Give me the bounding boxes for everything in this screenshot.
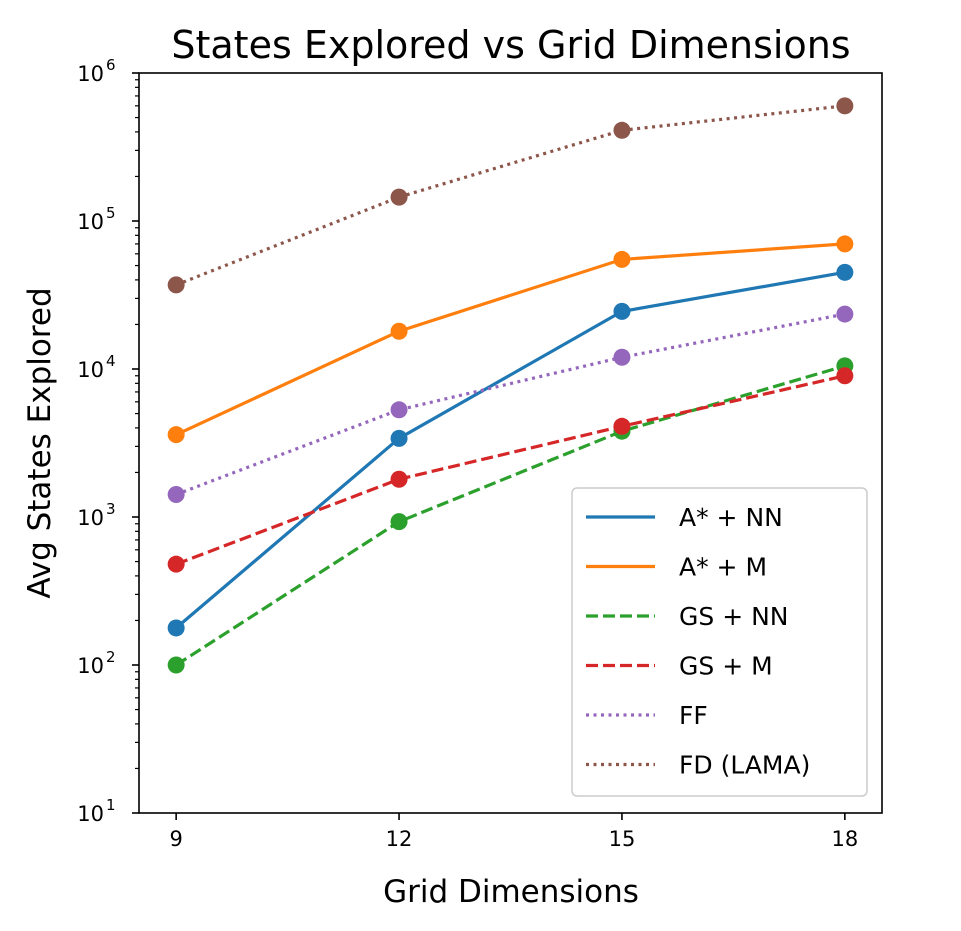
y-axis-label: Avg States Explored — [22, 287, 58, 598]
series-line — [175, 270, 846, 630]
y-tick-exponent: 2 — [106, 648, 116, 666]
data-point — [836, 235, 854, 253]
data-point — [613, 121, 631, 139]
series-a-nn — [167, 263, 854, 637]
data-point — [167, 555, 185, 573]
data-point — [167, 619, 185, 637]
series-layer — [167, 97, 854, 674]
series-ff — [167, 305, 854, 503]
data-point — [836, 263, 854, 281]
y-tick-exponent: 3 — [106, 500, 116, 518]
legend-label: GS + M — [679, 652, 773, 681]
legend-label: FD (LAMA) — [679, 751, 810, 780]
x-tick-label: 18 — [831, 827, 858, 851]
legend: A* + NN A* + M GS + NN GS + M FF FD (LAMA) — [571, 487, 868, 797]
y-tick-exponent: 6 — [106, 56, 116, 74]
series-line — [175, 364, 846, 667]
legend-label: GS + NN — [679, 602, 789, 631]
x-axis-label: Grid Dimensions — [383, 874, 639, 910]
legend-label: A* + NN — [679, 503, 783, 532]
y-tick-label: 10 — [77, 802, 104, 826]
data-point — [390, 429, 408, 447]
data-point — [390, 513, 408, 531]
series-line — [175, 312, 846, 496]
series-line — [175, 242, 846, 437]
data-point — [167, 426, 185, 444]
y-tick-label: 10 — [77, 358, 104, 382]
x-tick-label: 15 — [609, 827, 636, 851]
data-point — [390, 401, 408, 419]
data-point — [613, 302, 631, 320]
series-gs-m — [167, 367, 854, 573]
x-tick-label: 12 — [386, 827, 413, 851]
legend-label: FF — [679, 701, 708, 730]
series-fd-lama — [167, 97, 854, 294]
data-point — [836, 305, 854, 323]
y-tick-label: 10 — [77, 210, 104, 234]
data-point — [613, 250, 631, 268]
data-point — [167, 656, 185, 674]
x-axis-ticks: 9 12 15 18 — [169, 813, 858, 851]
y-tick-exponent: 4 — [106, 352, 116, 370]
y-tick-label: 10 — [77, 654, 104, 678]
y-tick-label: 10 — [77, 62, 104, 86]
data-point — [836, 367, 854, 385]
series-line — [175, 104, 846, 287]
data-point — [390, 470, 408, 488]
data-point — [613, 417, 631, 435]
data-point — [390, 322, 408, 340]
y-tick-label: 10 — [77, 506, 104, 530]
y-tick-exponent: 5 — [106, 204, 116, 222]
chart-title: States Explored vs Grid Dimensions — [171, 23, 850, 67]
data-point — [167, 485, 185, 503]
data-point — [836, 97, 854, 115]
data-point — [167, 276, 185, 294]
y-tick-exponent: 1 — [106, 796, 116, 814]
legend-label: A* + M — [679, 553, 767, 582]
series-a-m — [167, 235, 854, 444]
data-point — [390, 188, 408, 206]
axes-frame — [138, 72, 883, 814]
series-line — [175, 374, 846, 566]
x-tick-label: 9 — [169, 827, 182, 851]
data-point — [613, 348, 631, 366]
